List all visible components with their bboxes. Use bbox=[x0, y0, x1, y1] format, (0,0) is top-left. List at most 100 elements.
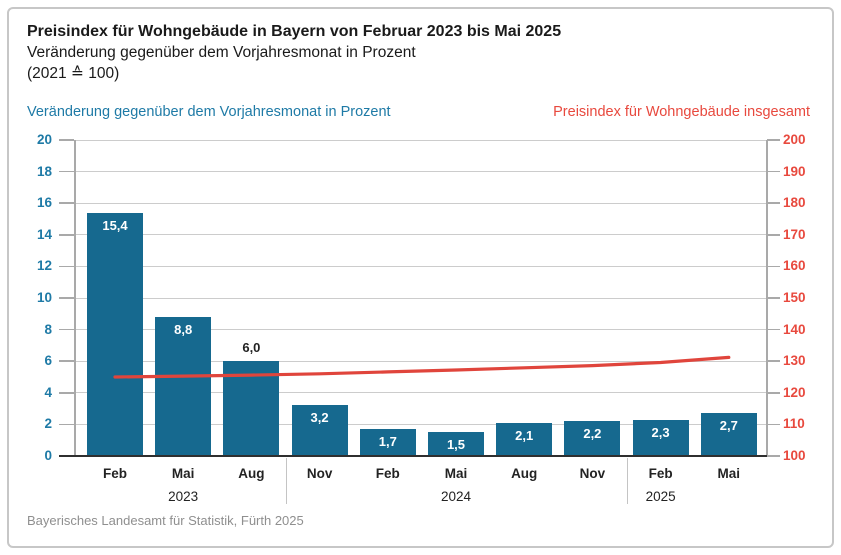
right-axis-tick-label: 180 bbox=[783, 195, 806, 211]
gridline bbox=[74, 329, 767, 331]
x-axis-month-label: Mai bbox=[444, 466, 468, 481]
left-axis-tick bbox=[59, 392, 74, 394]
bar bbox=[632, 419, 689, 456]
price-index-line-layer bbox=[113, 355, 731, 379]
bar bbox=[155, 317, 212, 456]
right-axis-tick-label: 130 bbox=[783, 353, 806, 369]
bar-value-label: 2,1 bbox=[515, 427, 534, 443]
left-axis-tick bbox=[59, 170, 74, 173]
bar-value-label: 1,5 bbox=[446, 437, 466, 453]
axis-title-left: Veränderung gegenüber dem Vorjahresmonat… bbox=[27, 104, 391, 120]
bar-value-label: 2,7 bbox=[719, 418, 738, 434]
left-axis-tick bbox=[59, 202, 74, 204]
right-axis-tick-label: 200 bbox=[783, 132, 806, 147]
x-axis-month-label: Nov bbox=[306, 466, 333, 481]
left-axis-tick bbox=[59, 328, 74, 331]
right-axis-tick bbox=[767, 139, 780, 141]
x-axis-month-label: Feb bbox=[375, 466, 400, 481]
chart-subtitle: Veränderung gegenüber dem Vorjahresmonat… bbox=[27, 44, 416, 61]
right-axis-tick-label: 140 bbox=[783, 321, 806, 337]
left-axis-tick bbox=[59, 139, 74, 141]
bar-value-label: 6,0 bbox=[242, 340, 261, 356]
gridline bbox=[74, 171, 767, 173]
plot-area: 0 100 2 110 4 120 6 130 8 140 10 150 12 160 14 170 16 180… bbox=[37, 132, 806, 504]
year-group-divider bbox=[285, 458, 287, 504]
left-axis-tick-label: 6 bbox=[44, 353, 52, 369]
source-note: Bayerisches Landesamt für Statistik, Für… bbox=[27, 513, 304, 528]
right-axis-tick-label: 150 bbox=[783, 290, 806, 305]
x-axis-year-label: 2025 bbox=[645, 489, 676, 504]
left-axis-tick-label: 16 bbox=[36, 195, 52, 211]
bar bbox=[359, 429, 416, 456]
right-axis-tick-label: 120 bbox=[783, 384, 806, 400]
left-axis-tick bbox=[59, 360, 74, 362]
bar bbox=[291, 405, 348, 456]
chart-scale-note: (2021 ≙ 100) bbox=[27, 65, 120, 82]
bar-value-label: 3,2 bbox=[310, 410, 329, 426]
bar bbox=[496, 422, 553, 456]
bar bbox=[428, 432, 484, 456]
right-axis-tick-label: 160 bbox=[783, 258, 806, 274]
right-axis-tick-label: 190 bbox=[783, 163, 806, 179]
year-group-divider bbox=[626, 458, 628, 504]
gridline bbox=[74, 297, 767, 299]
x-axis-year-label: 2023 bbox=[168, 489, 199, 504]
left-axis-tick-label: 18 bbox=[36, 163, 52, 179]
chart-header: Preisindex für Wohngebäude in Bayern von… bbox=[27, 21, 787, 84]
x-axis-year-label: 2024 bbox=[440, 489, 472, 504]
bar bbox=[87, 212, 143, 456]
x-axis-month-label: Nov bbox=[579, 466, 606, 481]
right-axis-tick bbox=[767, 392, 780, 394]
right-axis-tick bbox=[767, 234, 780, 236]
left-axis-tick bbox=[59, 265, 74, 268]
right-axis-tick-label: 110 bbox=[783, 416, 805, 432]
right-axis-tick bbox=[767, 265, 780, 268]
left-axis-tick bbox=[59, 297, 74, 299]
gridline bbox=[74, 265, 767, 267]
chart-title: Preisindex für Wohngebäude in Bayern von… bbox=[27, 23, 562, 40]
price-index-line bbox=[113, 355, 731, 379]
bar-value-label: 2,3 bbox=[651, 424, 670, 440]
right-axis-tick bbox=[767, 423, 780, 426]
x-axis-month-label: Aug bbox=[238, 466, 265, 481]
right-axis-tick bbox=[767, 297, 780, 299]
right-axis-line bbox=[766, 140, 768, 456]
left-axis-tick-label: 10 bbox=[36, 290, 52, 305]
bar-value-label: 2,2 bbox=[583, 426, 602, 442]
bar-value-label: 8,8 bbox=[174, 322, 193, 337]
left-axis-tick-label: 20 bbox=[36, 132, 52, 147]
right-axis-tick-label: 100 bbox=[783, 448, 806, 463]
bar bbox=[223, 361, 280, 456]
left-axis-tick-label: 12 bbox=[36, 258, 52, 274]
gridline bbox=[74, 139, 767, 141]
left-axis-tick bbox=[59, 423, 74, 426]
gridline bbox=[74, 360, 767, 362]
right-axis-tick bbox=[767, 360, 780, 362]
left-axis-line bbox=[74, 140, 76, 456]
x-axis-month-label: Mai bbox=[717, 466, 741, 481]
left-axis-tick-label: 4 bbox=[44, 384, 52, 400]
right-axis-tick-label: 170 bbox=[783, 226, 806, 242]
x-axis-month-label: Feb bbox=[648, 466, 673, 481]
bar-value-label: 1,7 bbox=[378, 434, 397, 450]
x-axis-month-label: Aug bbox=[511, 466, 538, 481]
gridline bbox=[74, 423, 767, 425]
bar bbox=[700, 413, 757, 456]
left-axis-tick-label: 8 bbox=[44, 321, 52, 337]
left-axis-tick bbox=[59, 234, 74, 236]
bar bbox=[564, 421, 621, 456]
left-axis-tick-label: 0 bbox=[44, 448, 52, 463]
x-axis-baseline bbox=[59, 454, 767, 457]
gridline bbox=[74, 234, 767, 236]
x-axis-month-label: Feb bbox=[102, 466, 127, 481]
x-axis-month-label: Mai bbox=[171, 466, 195, 481]
right-axis-tick bbox=[767, 202, 780, 204]
left-axis-tick-label: 2 bbox=[44, 416, 52, 432]
right-axis-tick bbox=[767, 328, 780, 331]
gridline bbox=[74, 202, 767, 204]
right-axis-tick bbox=[767, 170, 780, 173]
axis-title-right: Preisindex für Wohngebäude insgesamt bbox=[553, 104, 810, 120]
gridline bbox=[74, 392, 767, 394]
bar-value-label: 15,4 bbox=[102, 217, 128, 233]
